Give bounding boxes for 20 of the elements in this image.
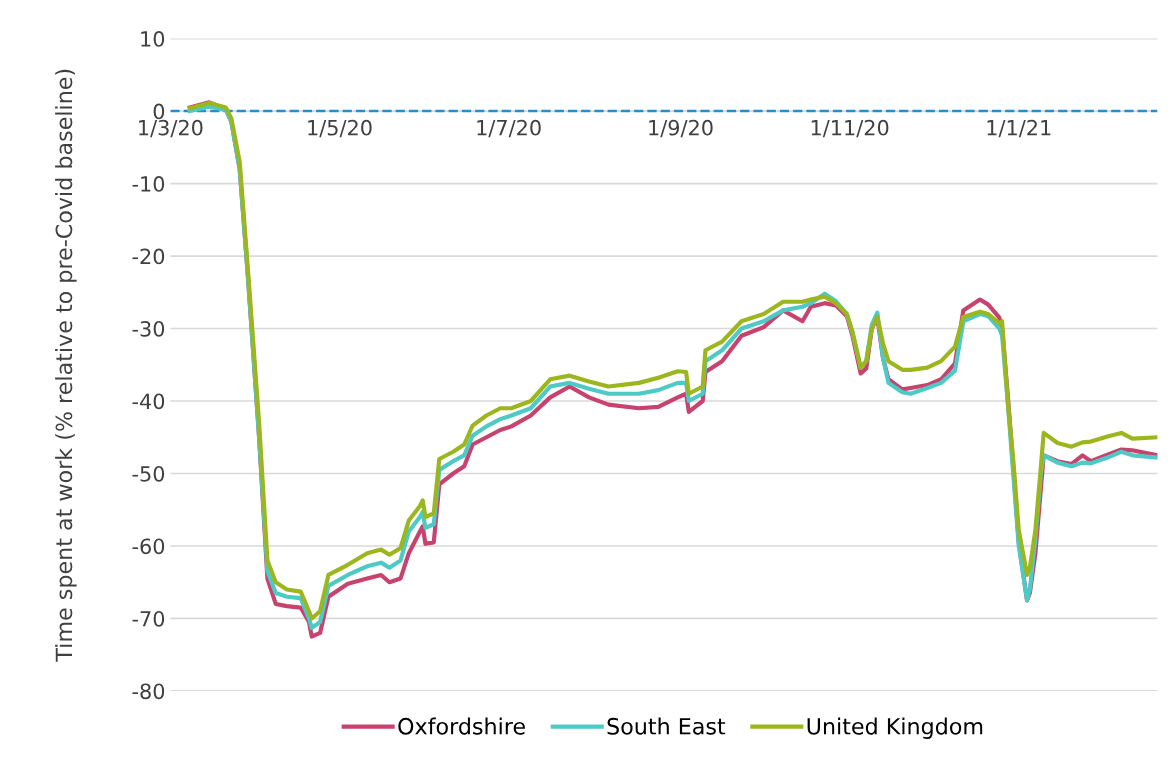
y-tick-label: -20 <box>132 248 165 265</box>
legend-label: Oxfordshire <box>398 717 525 735</box>
x-tick-label: 1/7/20 <box>477 119 541 138</box>
y-axis-title: Time spent at work (% relative to pre-Covid baseline) <box>55 69 77 662</box>
y-tick-label: -60 <box>132 538 165 555</box>
y-tick-label: 0 <box>153 103 165 120</box>
x-tick-label: 1/11/20 <box>811 119 889 138</box>
x-tick-label: 1/9/20 <box>649 119 713 138</box>
y-tick-label: -30 <box>132 320 165 337</box>
legend-label: South East <box>607 717 726 735</box>
y-tick-label: -80 <box>132 683 165 700</box>
y-tick-label: -50 <box>132 465 165 482</box>
y-tick-label: -10 <box>132 176 165 192</box>
y-tick-label: 10 <box>141 31 165 47</box>
y-tick-label: -40 <box>132 393 165 410</box>
x-tick-label: 1/1/21 <box>987 119 1051 138</box>
legend-label: United Kingdom <box>807 717 983 739</box>
y-tick-label: -70 <box>132 610 165 627</box>
x-tick-label: 1/3/20 <box>139 119 203 138</box>
x-tick-label: 1/5/20 <box>308 119 372 138</box>
